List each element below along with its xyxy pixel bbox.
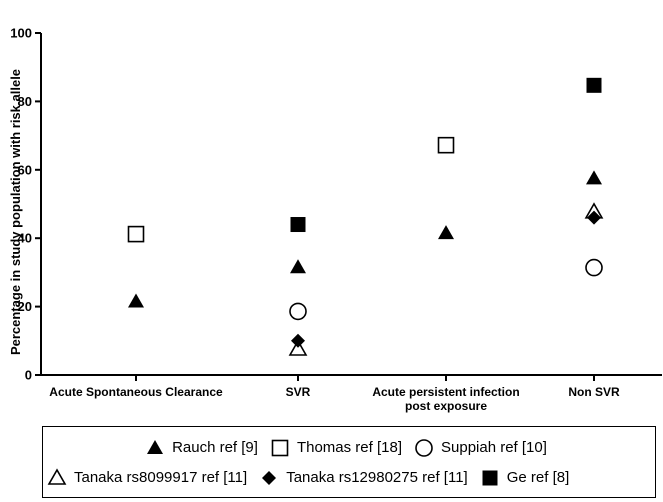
data-point-circle-open [585,258,603,277]
legend-marker-triangle-open [47,468,67,485]
legend-entry: Tanaka rs12980275 ref [11] [259,467,468,487]
data-point-triangle-filled [128,293,144,308]
legend-label: Suppiah ref [10] [441,438,547,456]
y-tick-label: 60 [18,162,32,177]
x-tick-label-line2: post exposure [405,399,487,413]
legend-label: Tanaka rs12980275 ref [11] [286,468,468,486]
legend: Rauch ref [9] Thomas ref [18] Suppiah ref … [42,426,656,498]
legend-entry: Ge ref [8] [480,467,570,487]
legend-label: Rauch ref [9] [172,438,258,456]
y-tick-label: 80 [18,94,32,109]
legend-row-2: Tanaka rs8099917 ref [11] Tanaka rs129802… [47,467,659,487]
x-tick-label: Acute persistent infection [372,385,519,399]
x-tick-label: Non SVR [568,385,620,399]
legend-marker-icon [271,439,289,457]
legend-row-1: Rauch ref [9] Thomas ref [18] Suppiah ref … [43,437,655,457]
legend-entry: Tanaka rs8099917 ref [11] [47,467,247,487]
legend-marker-square-open [271,439,289,457]
legend-marker-triangle-filled [147,440,164,454]
legend-marker-circle-open [415,439,433,457]
axes: 0 20 40 60 80 100 Percentage in study populati… [8,26,662,413]
legend-entry: Suppiah ref [10] [414,437,547,457]
data-point-square-filled [586,77,602,93]
legend-entry: Rauch ref [9] [145,437,258,457]
data-point-triangle-filled [290,259,306,274]
legend-label: Ge ref [8] [506,468,570,486]
data-point-square-open [127,225,145,243]
y-axis-title: Percentage in study population with risk… [8,69,23,355]
data-point-triangle-open [288,339,308,356]
data-point-triangle-filled [438,225,454,240]
legend-marker-diamond-filled [262,471,277,485]
scatter-chart: 0 20 40 60 80 100 Percentage in study populati… [8,26,662,413]
legend-marker-icon [47,468,67,485]
y-tick-label: 100 [10,26,32,41]
data-marks [127,77,604,356]
legend-label: Tanaka rs8099917 ref [11] [74,468,248,486]
legend-entry: Thomas ref [18] [270,437,402,457]
legend-marker-icon [482,470,498,486]
data-point-triangle-filled [586,170,602,185]
y-tick-label: 20 [18,299,32,314]
data-point-diamond-filled [587,210,601,225]
y-tick-label: 0 [25,368,32,383]
data-point-diamond-filled [291,333,305,348]
legend-marker-square-filled [482,470,498,486]
data-point-square-open [437,136,455,154]
x-tick-label: Acute Spontaneous Clearance [49,385,223,399]
y-tick-label: 40 [18,231,32,246]
x-tick-label: SVR [286,385,311,399]
legend-label: Thomas ref [18] [296,438,402,456]
legend-marker-icon [147,440,164,454]
legend-marker-icon [415,439,433,457]
data-point-circle-open [289,302,307,321]
data-point-square-filled [290,217,306,233]
legend-marker-icon [262,471,277,485]
